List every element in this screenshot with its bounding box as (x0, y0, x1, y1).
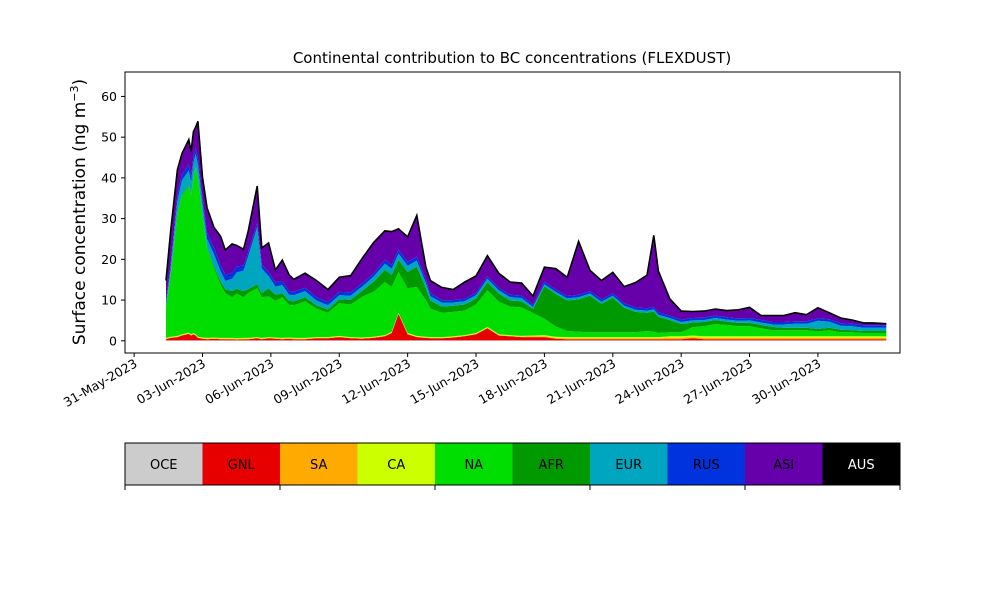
y-tick-label: 60 (101, 89, 117, 104)
total-line (165, 121, 887, 325)
y-axis-label-superscript: −3 (68, 85, 81, 101)
y-axis: 0 10 20 30 40 50 60 (101, 89, 125, 348)
colorbar-swatch-sa (280, 443, 358, 485)
x-tick-label: 03-Jun-2023 (134, 356, 208, 407)
colorbar-label-afr: AFR (539, 458, 564, 473)
x-tick-label: 21-Jun-2023 (544, 356, 618, 407)
colorbar-label-eur: EUR (615, 458, 642, 473)
x-tick-label: 06-Jun-2023 (202, 356, 276, 407)
y-tick-label: 0 (109, 333, 117, 348)
colorbar-label-asi: ASI (773, 458, 794, 473)
colorbar-swatch-eur (590, 443, 668, 485)
colorbar-swatch-ca (357, 443, 436, 485)
y-tick-label: 10 (101, 293, 117, 308)
colorbar-label-ca: CA (387, 458, 405, 473)
x-tick-label: 31-May-2023 (61, 356, 140, 410)
area-na (166, 167, 887, 339)
y-tick-label: 20 (101, 252, 117, 267)
colorbar-swatch-gnl (202, 443, 281, 485)
colorbar-label-rus: RUS (693, 458, 720, 473)
x-tick-label: 15-Jun-2023 (407, 356, 481, 407)
colorbar-label-oce: OCE (150, 458, 178, 473)
colorbar-label-aus: AUS (848, 458, 875, 473)
y-axis-label-end: ) (70, 79, 90, 86)
x-tick-label: 30-Jun-2023 (749, 356, 823, 407)
colorbar-swatch-afr (512, 443, 591, 485)
colorbar-swatch-asi (745, 443, 823, 485)
y-tick-label: 50 (101, 130, 117, 145)
x-axis: 31-May-202303-Jun-202306-Jun-202309-Jun-… (61, 353, 823, 410)
x-tick-label: 27-Jun-2023 (681, 356, 755, 407)
colorbar-label-sa: SA (310, 458, 327, 473)
colorbar-swatch-oce (125, 443, 203, 485)
total-outline-group (165, 121, 887, 325)
x-tick-label: 24-Jun-2023 (613, 356, 687, 407)
x-tick-label: 09-Jun-2023 (271, 356, 345, 407)
colorbar-frame (124, 442, 901, 486)
plot-frame (124, 71, 901, 354)
colorbar-swatch-aus (822, 443, 901, 485)
colorbar-label-na: NA (464, 458, 483, 473)
colorbar-swatch-rus (667, 443, 746, 485)
chart-title: Continental contribution to BC concentra… (293, 49, 731, 67)
colorbar-label-gnl: GNL (228, 458, 256, 473)
y-tick-label: 40 (101, 170, 117, 185)
region-colorbar: OCE GNL SA CA NA AFR EUR RUS ASI AUS (124, 442, 901, 490)
area-ca (166, 312, 887, 340)
y-axis-label-main: Surface concentration (ng m (70, 102, 90, 345)
area-series-group (166, 121, 887, 341)
colorbar-swatch-na (435, 443, 513, 485)
x-tick-label: 12-Jun-2023 (339, 356, 413, 407)
y-axis-label: Surface concentration (ng m−3) (68, 79, 90, 345)
y-tick-label: 30 (101, 211, 117, 226)
x-tick-label: 18-Jun-2023 (476, 356, 550, 407)
